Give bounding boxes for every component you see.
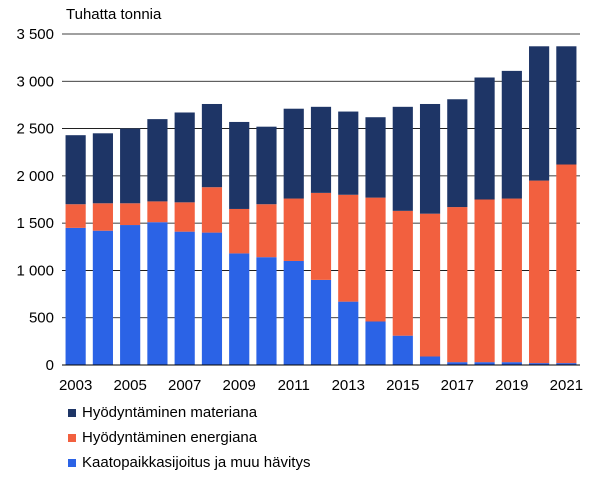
bar-segment [120, 128, 141, 204]
bar-segment [201, 232, 223, 365]
x-tick-label: 2015 [386, 377, 419, 394]
legend: Hyödyntäminen materiana Hyödyntäminen ene… [68, 400, 310, 475]
bar-segment [201, 187, 223, 233]
bar-segment [556, 46, 577, 165]
y-tick-label: 2 000 [16, 168, 54, 185]
bar-segment [283, 260, 304, 365]
bar-segment [419, 213, 441, 357]
y-tick-label: 3 000 [16, 73, 54, 90]
y-tick-label: 500 [29, 310, 54, 327]
bar-segment [365, 117, 386, 198]
bar-segment [256, 126, 277, 205]
legend-item: Kaatopaikkasijoitus ja muu hävitys [68, 450, 310, 475]
bar-segment [392, 335, 413, 365]
bar-segment [174, 231, 195, 365]
x-tick-label: 2019 [495, 377, 528, 394]
legend-swatch [68, 433, 76, 442]
bar-segment [338, 301, 359, 365]
bar-segment [501, 198, 522, 363]
bar-segment [529, 180, 550, 364]
unit-label: Tuhatta tonnia [66, 6, 162, 23]
bar-segment [501, 70, 522, 199]
x-tick-label: 2011 [278, 377, 310, 394]
legend-swatch [68, 458, 76, 467]
bar-segment [310, 106, 332, 193]
bar-segment [310, 279, 332, 365]
bar-segment [474, 199, 495, 363]
bar-segment [501, 362, 522, 365]
bar-segment [447, 207, 468, 363]
bar-segment [365, 197, 386, 322]
bar-segment [147, 222, 168, 365]
bar-segment [474, 362, 495, 365]
bar-segment [147, 201, 168, 223]
y-tick-label: 1 500 [16, 215, 54, 232]
x-tick-label: 2005 [113, 377, 146, 394]
bar-segment [65, 227, 86, 365]
bar-segment [120, 225, 141, 365]
bar-segment [338, 111, 359, 195]
bar-segment [447, 99, 468, 208]
bar-segment [474, 77, 495, 200]
legend-item: Hyödyntäminen materiana [68, 400, 310, 425]
y-tick-label: 0 [46, 357, 54, 374]
x-tick-label: 2017 [441, 377, 474, 394]
bar-segment [65, 135, 86, 205]
bar-segment [529, 363, 550, 365]
bar-segment [556, 164, 577, 364]
bar-segment [338, 194, 359, 302]
bar-segment [310, 192, 332, 280]
x-tick-label: 2007 [168, 377, 201, 394]
bar-segment [283, 198, 304, 261]
bar-segment [256, 257, 277, 365]
y-tick-label: 2 500 [16, 121, 54, 138]
legend-swatch [68, 408, 76, 417]
bar-segment [120, 203, 141, 226]
bar-segment [392, 106, 413, 211]
legend-label: Hyödyntäminen energiana [82, 429, 258, 446]
bar-segment [174, 112, 195, 203]
x-tick-label: 2003 [59, 377, 92, 394]
legend-item: Hyödyntäminen energiana [68, 425, 310, 450]
y-tick-label: 3 500 [16, 26, 54, 43]
bar-segment [283, 108, 304, 199]
bar-segment [92, 203, 113, 231]
x-tick-label: 2013 [332, 377, 365, 394]
bar-segment [256, 204, 277, 258]
x-tick-label: 2009 [223, 377, 256, 394]
legend-label: Kaatopaikkasijoitus ja muu hävitys [82, 454, 311, 471]
bar-segment [365, 321, 386, 365]
bar-segment [65, 204, 86, 228]
bar-segment [392, 210, 413, 336]
bar-segment [174, 202, 195, 232]
bar-segment [447, 362, 468, 365]
bar-segment [92, 133, 113, 204]
bar-segment [229, 253, 250, 365]
x-tick-label: 2021 [550, 377, 583, 394]
y-tick-label: 1 000 [16, 262, 54, 279]
bar-segment [419, 103, 441, 214]
bar-segment [556, 363, 577, 365]
bar-segment [229, 121, 250, 209]
bar-segment [147, 119, 168, 202]
bar-segment [92, 230, 113, 365]
bar-segment [201, 103, 223, 188]
bar-segment [529, 46, 550, 181]
legend-label: Hyödyntäminen materiana [82, 404, 258, 421]
bar-segment [229, 208, 250, 254]
bar-segment [419, 356, 441, 365]
